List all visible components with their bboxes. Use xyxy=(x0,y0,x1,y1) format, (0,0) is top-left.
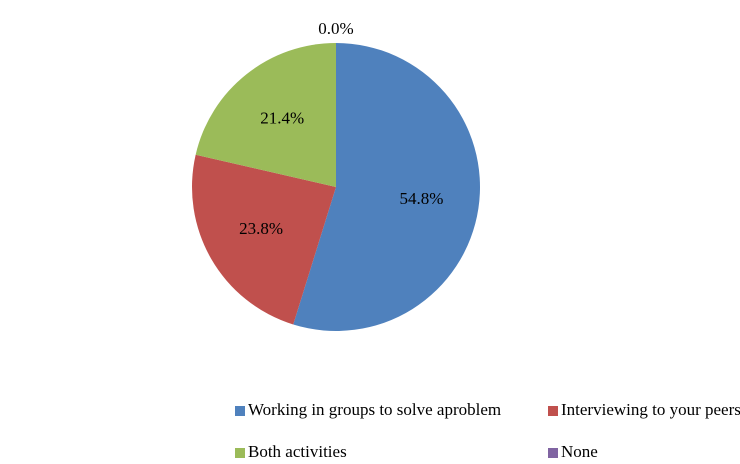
legend-label: Interviewing to your peers xyxy=(561,400,740,419)
legend-label: Working in groups to solve aproblem xyxy=(248,400,501,419)
pie-slice xyxy=(195,43,336,187)
pie-slice xyxy=(293,43,480,331)
data-label: 23.8% xyxy=(239,219,283,238)
data-label: 21.4% xyxy=(260,108,304,127)
legend-label: Both activities xyxy=(248,442,347,461)
legend-swatch xyxy=(235,448,245,458)
data-label: 54.8% xyxy=(399,189,443,208)
pie-slice xyxy=(191,154,336,325)
legend-swatch xyxy=(548,406,558,416)
data-label: 0.0% xyxy=(318,19,353,38)
legend-label: None xyxy=(561,442,598,461)
legend-swatch xyxy=(235,406,245,416)
legend-swatch xyxy=(548,448,558,458)
